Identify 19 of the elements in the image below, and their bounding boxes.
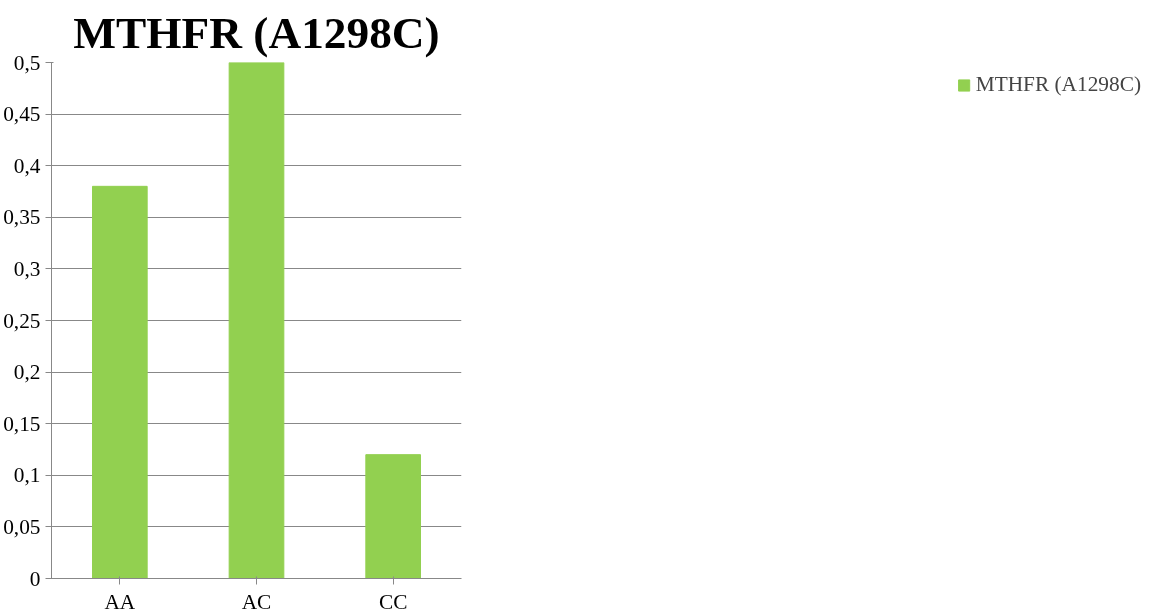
- y-tick-label: 0,45: [3, 102, 41, 127]
- x-tick-label: AC: [241, 589, 272, 614]
- bar: [365, 454, 421, 579]
- bar: [92, 185, 148, 579]
- y-tick-label: 0,3: [13, 256, 41, 281]
- y-tick-label: 0,5: [13, 50, 41, 75]
- y-tick-label: 0,15: [3, 411, 41, 436]
- y-tick-label: 0: [29, 566, 41, 591]
- x-tick-label: CC: [378, 589, 408, 614]
- y-tick-label: 0,35: [3, 205, 41, 230]
- chart-title: MTHFR (A1298C): [73, 7, 440, 58]
- y-tick-label: 0,4: [13, 153, 41, 178]
- y-tick-label: 0,05: [3, 514, 41, 539]
- y-tick-label: 0,2: [13, 360, 41, 385]
- y-tick-label: 0,25: [3, 308, 41, 333]
- x-tick-label: AA: [104, 589, 136, 614]
- y-tick-label: 0,1: [13, 463, 41, 488]
- bar: [228, 62, 285, 579]
- legend-label: MTHFR (A1298C): [975, 72, 1141, 97]
